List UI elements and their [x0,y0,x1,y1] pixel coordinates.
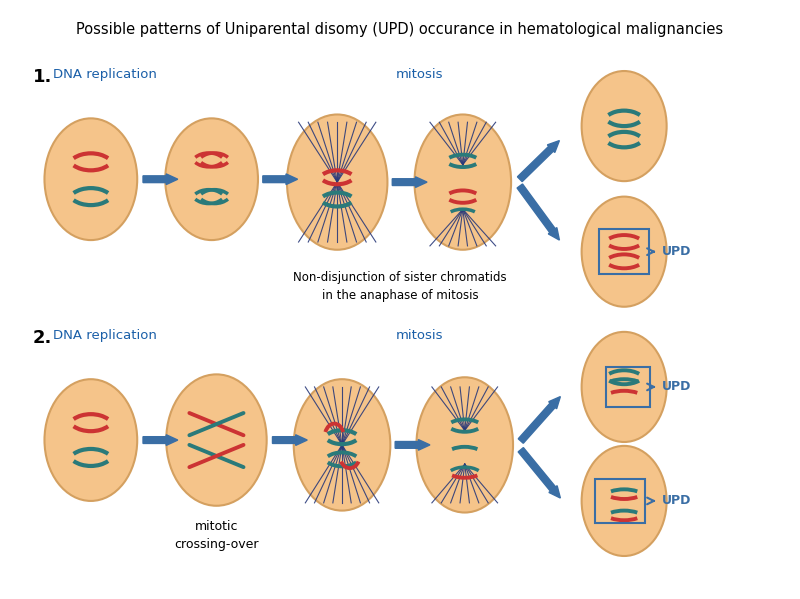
Text: Non-disjunction of sister chromatids
in the anaphase of mitosis: Non-disjunction of sister chromatids in … [293,271,507,302]
Text: UPD: UPD [662,380,691,394]
Ellipse shape [294,379,390,510]
Ellipse shape [287,114,387,250]
Ellipse shape [582,446,666,556]
FancyArrow shape [518,397,560,443]
Ellipse shape [417,377,513,513]
FancyArrow shape [143,435,178,446]
Ellipse shape [582,196,666,307]
Text: 1.: 1. [33,68,52,86]
FancyArrow shape [518,141,559,181]
Text: DNA replication: DNA replication [54,68,158,81]
FancyArrow shape [518,447,560,498]
Bar [599,229,650,274]
Bar [606,367,650,407]
FancyArrow shape [273,435,307,446]
Text: 2.: 2. [33,329,52,347]
Text: UPD: UPD [662,245,691,258]
Ellipse shape [582,332,666,442]
Ellipse shape [166,374,266,506]
Ellipse shape [582,71,666,181]
Text: mitotic
crossing-over: mitotic crossing-over [174,521,258,551]
Ellipse shape [166,119,258,240]
Text: mitosis: mitosis [395,329,443,342]
Text: UPD: UPD [662,494,691,507]
FancyArrow shape [392,177,427,187]
Text: DNA replication: DNA replication [54,329,158,342]
Text: mitosis: mitosis [395,68,443,81]
Ellipse shape [45,379,138,501]
Text: Possible patterns of Uniparental disomy (UPD) occurance in hematological maligna: Possible patterns of Uniparental disomy … [77,22,723,37]
Bar [595,479,646,523]
Ellipse shape [45,119,138,240]
FancyArrow shape [263,174,298,184]
FancyArrow shape [143,174,178,184]
FancyArrow shape [395,440,430,450]
Ellipse shape [414,114,511,250]
FancyArrow shape [517,184,559,240]
